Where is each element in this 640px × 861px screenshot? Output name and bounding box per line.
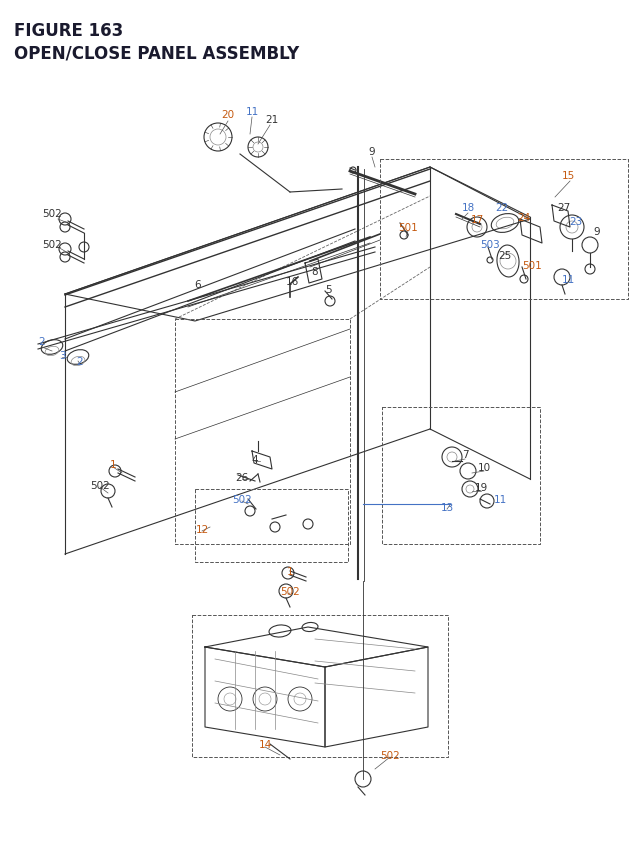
Text: 502: 502 bbox=[42, 239, 61, 250]
Text: 20: 20 bbox=[221, 110, 235, 120]
Text: FIGURE 163: FIGURE 163 bbox=[14, 22, 124, 40]
Text: 501: 501 bbox=[398, 223, 418, 232]
Text: 2: 2 bbox=[38, 337, 45, 347]
Text: 4: 4 bbox=[252, 455, 259, 464]
Text: 11: 11 bbox=[493, 494, 507, 505]
Text: 502: 502 bbox=[380, 750, 400, 760]
Text: 25: 25 bbox=[499, 251, 511, 261]
Text: 27: 27 bbox=[557, 202, 571, 213]
Text: 10: 10 bbox=[477, 462, 491, 473]
Text: 8: 8 bbox=[312, 267, 318, 276]
Text: 9: 9 bbox=[594, 226, 600, 237]
Text: 1: 1 bbox=[109, 460, 116, 469]
Text: 501: 501 bbox=[522, 261, 542, 270]
Text: 503: 503 bbox=[480, 239, 500, 250]
Text: 14: 14 bbox=[259, 739, 271, 749]
Text: 23: 23 bbox=[570, 217, 582, 226]
Text: 502: 502 bbox=[42, 208, 61, 219]
Text: 11: 11 bbox=[245, 107, 259, 117]
Text: 17: 17 bbox=[470, 214, 484, 225]
Text: 22: 22 bbox=[495, 202, 509, 213]
Text: 16: 16 bbox=[285, 276, 299, 287]
Text: 12: 12 bbox=[195, 524, 209, 535]
Text: 15: 15 bbox=[561, 170, 575, 181]
Text: 502: 502 bbox=[232, 494, 252, 505]
Text: 502: 502 bbox=[90, 480, 110, 491]
Text: 2: 2 bbox=[77, 356, 83, 367]
Text: 11: 11 bbox=[561, 275, 575, 285]
Text: 18: 18 bbox=[461, 202, 475, 213]
Text: 5: 5 bbox=[324, 285, 332, 294]
Text: 13: 13 bbox=[440, 503, 454, 512]
Text: 9: 9 bbox=[369, 147, 375, 157]
Text: OPEN/CLOSE PANEL ASSEMBLY: OPEN/CLOSE PANEL ASSEMBLY bbox=[14, 44, 300, 62]
Text: 502: 502 bbox=[280, 586, 300, 597]
Text: 1: 1 bbox=[287, 567, 293, 576]
Text: 26: 26 bbox=[236, 473, 248, 482]
Text: 6: 6 bbox=[195, 280, 202, 289]
Text: 24: 24 bbox=[517, 213, 531, 223]
Text: 7: 7 bbox=[461, 449, 468, 460]
Text: 21: 21 bbox=[266, 115, 278, 125]
Text: 3: 3 bbox=[59, 350, 65, 361]
Text: 19: 19 bbox=[474, 482, 488, 492]
